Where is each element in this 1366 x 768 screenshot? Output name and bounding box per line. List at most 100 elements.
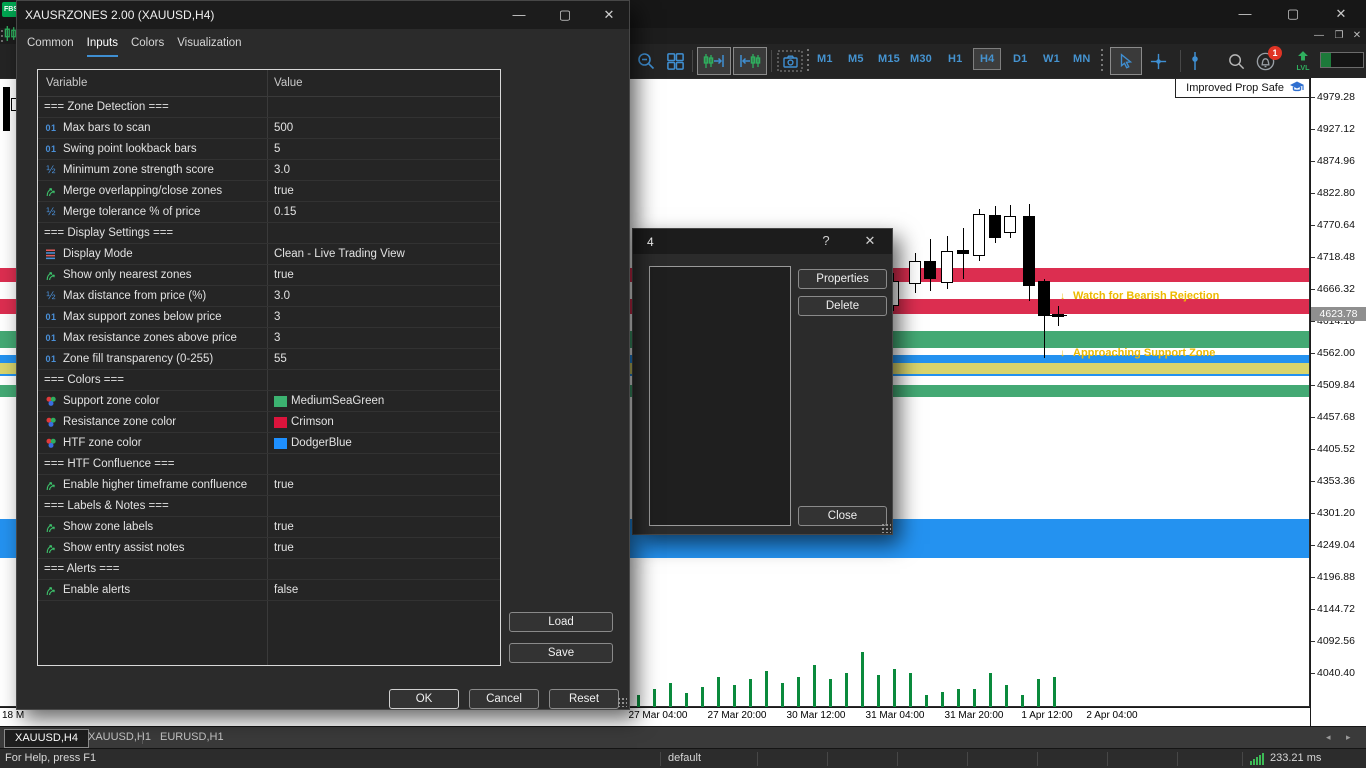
window-maximize-button[interactable]: ▢ (1286, 6, 1300, 21)
param-row[interactable]: === Colors === (38, 370, 500, 391)
param-row[interactable]: ½ Minimum zone strength score 3.0 (38, 160, 500, 181)
connection-progress-bar[interactable] (1320, 52, 1364, 68)
dialog-close-button[interactable]: ✕ (603, 7, 615, 22)
chart-tab-xauusd-h1[interactable]: XAUUSD,H1 (88, 731, 151, 743)
param-row[interactable]: Support zone color MediumSeaGreen (38, 391, 500, 412)
objects-dialog-close-icon[interactable]: ✕ (864, 233, 876, 248)
param-row[interactable]: Show zone labels true (38, 517, 500, 538)
ok-button[interactable]: OK (389, 689, 459, 709)
param-row[interactable]: === HTF Confluence === (38, 454, 500, 475)
doji-cross (1049, 315, 1067, 316)
timeframe-w1[interactable]: W1 (1043, 53, 1060, 65)
ping-value[interactable]: 233.21 ms (1270, 752, 1322, 764)
timeframe-m30[interactable]: M30 (910, 53, 932, 65)
param-row[interactable]: 01 Max bars to scan 500 (38, 118, 500, 139)
timeframe-m1[interactable]: M1 (817, 53, 833, 65)
chart-tab-xauusd-h4[interactable]: XAUUSD,H4 (4, 729, 89, 748)
param-value: MediumSeaGreen (291, 395, 385, 407)
child-restore-button[interactable]: ❐ (1334, 30, 1344, 41)
reset-button[interactable]: Reset (549, 689, 619, 709)
close-button[interactable]: Close (798, 506, 887, 526)
shift-end-button[interactable] (697, 47, 731, 75)
cursor-tool-button[interactable] (1110, 47, 1142, 75)
profile-name[interactable]: default (668, 752, 702, 764)
settings-tab-inputs[interactable]: Inputs (86, 37, 118, 57)
tab-separator (142, 731, 143, 744)
dialog-minimize-button[interactable]: — (512, 7, 526, 22)
param-row[interactable]: === Alerts === (38, 559, 500, 580)
settings-tab-common[interactable]: Common (27, 37, 74, 49)
timeframe-d1[interactable]: D1 (1013, 53, 1028, 65)
timeframe-h4[interactable]: H4 (973, 48, 1002, 70)
date-tick: 27 Mar 04:00 (628, 710, 688, 721)
crosshair-tool-button[interactable] (1146, 50, 1170, 72)
window-minimize-button[interactable]: — (1238, 6, 1252, 21)
param-row[interactable]: Enable alerts false (38, 580, 500, 601)
vertical-line-tool-button[interactable] (1188, 50, 1202, 72)
settings-tab-visualization[interactable]: Visualization (177, 37, 242, 49)
resize-grip[interactable] (617, 697, 627, 707)
screenshot-camera-icon[interactable] (776, 50, 804, 72)
delete-button[interactable]: Delete (798, 296, 887, 316)
zoom-out-button[interactable] (634, 50, 658, 72)
child-close-button[interactable]: ✕ (1352, 30, 1362, 41)
date-tick: 2 Apr 04:00 (1086, 710, 1138, 721)
child-minimize-button[interactable]: — (1314, 30, 1324, 41)
timeframe-m5[interactable]: M5 (848, 53, 864, 65)
param-label: Zone fill transparency (0-255) (63, 353, 214, 365)
chart-tab-eurusd-h1[interactable]: EURUSD,H1 (160, 731, 224, 743)
price-axis[interactable]: 4979.28 4927.12 4874.96 4822.80 4770.64 4718.… (1311, 78, 1366, 726)
date-tick: 30 Mar 12:00 (786, 710, 846, 721)
tabs-scroll-left-icon[interactable]: ◂ (1326, 732, 1331, 742)
param-row[interactable]: Resistance zone color Crimson (38, 412, 500, 433)
signal-bars-icon[interactable] (1250, 752, 1265, 768)
objects-list[interactable] (649, 266, 791, 526)
load-button[interactable]: Load (509, 612, 613, 632)
corner-label-text: Improved Prop Safe (1186, 82, 1284, 94)
param-row[interactable]: Merge overlapping/close zones true (38, 181, 500, 202)
volume-bar (669, 683, 672, 707)
search-icon[interactable] (1224, 50, 1248, 72)
settings-tab-colors[interactable]: Colors (130, 37, 165, 49)
window-close-button[interactable]: ✕ (1335, 6, 1347, 21)
param-row[interactable]: 01 Zone fill transparency (0-255) 55 (38, 349, 500, 370)
param-row[interactable]: Display Mode Clean - Live Trading View (38, 244, 500, 265)
objects-dialog-titlebar[interactable]: 4 ? ✕ (633, 229, 892, 254)
new-chart-icon[interactable] (3, 25, 18, 47)
settings-dialog-titlebar[interactable]: XAUSRZONES 2.00 (XAUUSD,H4) — ▢ ✕ (17, 1, 629, 29)
cancel-button[interactable]: Cancel (469, 689, 539, 709)
param-label: Enable higher timeframe confluence (63, 479, 248, 491)
date-axis[interactable]: 18 M 27 Mar 04:00 27 Mar 20:00 30 Mar 12:0… (0, 708, 1310, 726)
resize-grip[interactable] (881, 523, 891, 533)
notifications-bell-icon[interactable] (1253, 50, 1277, 72)
param-label: Swing point lookback bars (63, 143, 197, 155)
param-row[interactable]: ½ Merge tolerance % of price 0.15 (38, 202, 500, 223)
properties-button[interactable]: Properties (798, 269, 887, 289)
status-divider (660, 752, 661, 766)
param-row[interactable]: Show only nearest zones true (38, 265, 500, 286)
lvl-indicator-icon[interactable]: LVL (1292, 50, 1314, 72)
tile-windows-button[interactable] (663, 50, 687, 72)
shift-left-button[interactable] (733, 47, 767, 75)
param-row[interactable]: 01 Swing point lookback bars 5 (38, 139, 500, 160)
timeframe-mn[interactable]: MN (1073, 53, 1091, 65)
param-label: HTF zone color (63, 437, 142, 449)
param-row[interactable]: ½ Max distance from price (%) 3.0 (38, 286, 500, 307)
param-row[interactable]: === Display Settings === (38, 223, 500, 244)
param-row[interactable]: === Zone Detection === (38, 97, 500, 118)
tabs-scroll-right-icon[interactable]: ▸ (1346, 732, 1351, 742)
timeframe-h1[interactable]: H1 (948, 53, 963, 65)
help-button[interactable]: ? (822, 233, 830, 248)
timeframe-m15[interactable]: M15 (878, 53, 900, 65)
dialog-maximize-button[interactable]: ▢ (558, 7, 572, 22)
param-row[interactable]: HTF zone color DodgerBlue (38, 433, 500, 454)
param-row[interactable]: Enable higher timeframe confluence true (38, 475, 500, 496)
price-tick: 4770.64 (1311, 219, 1355, 231)
param-row[interactable]: 01 Max resistance zones above price 3 (38, 328, 500, 349)
param-row[interactable]: Show entry assist notes true (38, 538, 500, 559)
volume-bar (637, 695, 640, 707)
param-row[interactable]: 01 Max support zones below price 3 (38, 307, 500, 328)
status-divider (827, 752, 828, 766)
param-row[interactable]: === Labels & Notes === (38, 496, 500, 517)
save-button[interactable]: Save (509, 643, 613, 663)
